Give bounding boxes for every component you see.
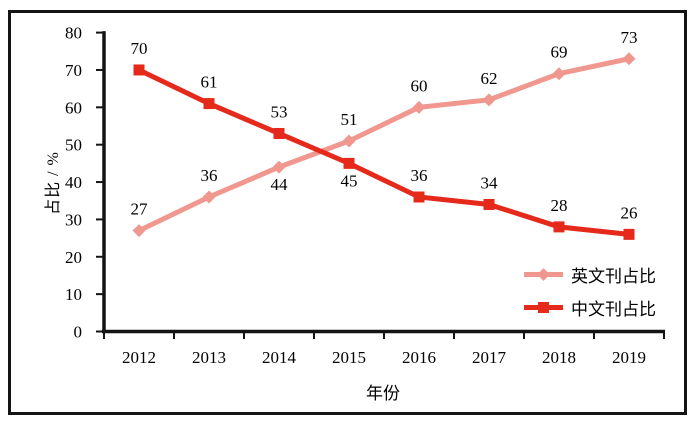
data-point-marker [412, 100, 426, 114]
data-point-marker [272, 160, 286, 174]
data-point-marker [552, 67, 566, 81]
series-line-0 [137, 56, 630, 233]
y-tick-label: 80 [65, 24, 82, 43]
data-label: 69 [551, 43, 568, 62]
data-point-marker [203, 98, 215, 110]
y-tick-label: 10 [65, 285, 82, 304]
y-tick-label: 60 [65, 98, 82, 117]
data-label: 60 [411, 76, 428, 95]
data-label: 36 [411, 166, 428, 185]
x-tick-label: 2018 [542, 348, 576, 367]
series-line-1 [137, 67, 630, 237]
x-tick-label: 2017 [472, 348, 507, 367]
data-label: 51 [341, 110, 358, 129]
data-label: 45 [341, 171, 358, 190]
data-point-marker [553, 221, 565, 233]
legend-item-chinese: 中文刊占比 [524, 296, 656, 319]
data-point-marker [622, 52, 636, 66]
y-tick-label: 50 [65, 136, 82, 155]
y-tick-label: 70 [65, 61, 82, 80]
legend-label-chinese: 中文刊占比 [571, 299, 656, 319]
data-point-marker [273, 127, 285, 139]
x-tick-label: 2019 [612, 348, 646, 367]
data-label: 27 [131, 200, 149, 219]
x-tick-label: 2015 [332, 348, 366, 367]
data-label: 44 [271, 175, 289, 194]
data-label: 53 [271, 102, 288, 121]
data-point-marker [132, 224, 146, 238]
data-point-marker [202, 190, 216, 204]
legend-item-english: 英文刊占比 [524, 263, 656, 286]
y-axis-title: 占比 / % [45, 151, 62, 215]
y-tick-label: 30 [65, 210, 82, 229]
y-tick-label: 20 [65, 248, 82, 267]
data-point-marker [623, 228, 635, 240]
legend-label-english: 英文刊占比 [571, 266, 656, 286]
data-label: 62 [481, 69, 498, 88]
diamond-line-icon [524, 263, 563, 285]
x-tick-label: 2014 [262, 348, 297, 367]
data-point-marker [342, 134, 356, 148]
data-label: 26 [621, 203, 638, 222]
x-tick-label: 2012 [122, 348, 156, 367]
chart-frame [8, 10, 687, 415]
data-label: 28 [551, 196, 568, 215]
x-axis-title: 年份 [366, 384, 400, 403]
square-line-icon [524, 296, 563, 318]
data-label: 70 [131, 39, 148, 58]
data-label: 36 [201, 166, 218, 185]
data-point-marker [413, 191, 425, 203]
y-tick-label: 0 [74, 323, 83, 342]
x-tick-label: 2016 [402, 348, 436, 367]
data-point-marker [133, 64, 145, 76]
data-label: 34 [481, 173, 499, 192]
data-point-marker [343, 157, 355, 169]
data-label: 61 [201, 73, 218, 92]
x-tick-label: 2013 [192, 348, 226, 367]
data-point-marker [483, 198, 495, 210]
data-point-marker [482, 93, 496, 107]
y-tick-label: 40 [65, 173, 82, 192]
data-label: 73 [621, 28, 638, 47]
